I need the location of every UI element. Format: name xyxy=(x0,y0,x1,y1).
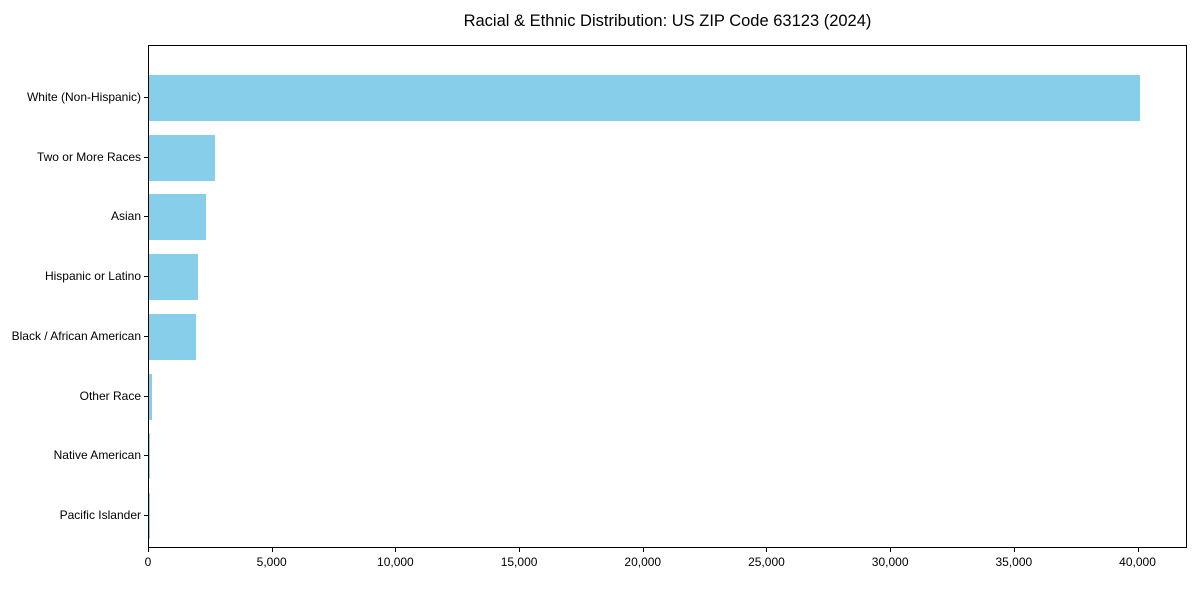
x-tick-mark xyxy=(642,548,644,552)
y-tick-mark xyxy=(144,276,148,278)
x-tick-label: 5,000 xyxy=(256,555,287,569)
y-tick-label: Black / African American xyxy=(11,328,141,343)
x-tick-label: 40,000 xyxy=(1119,555,1156,569)
y-tick-label: Hispanic or Latino xyxy=(44,269,141,284)
bar-white-non-hispanic xyxy=(149,75,1140,121)
bar-hispanic-or-latino xyxy=(149,254,199,301)
x-tick-label: 15,000 xyxy=(500,555,538,569)
x-tick-label: 30,000 xyxy=(871,555,909,569)
chart-title: Racial & Ethnic Distribution: US ZIP Cod… xyxy=(463,12,872,30)
bar-native-american xyxy=(149,433,150,480)
y-tick-mark xyxy=(144,156,148,158)
y-tick-mark xyxy=(144,216,148,218)
x-tick-mark xyxy=(271,548,273,552)
y-tick-mark xyxy=(144,97,148,98)
x-tick-label: 25,000 xyxy=(748,555,785,569)
y-tick-label: Asian xyxy=(110,209,141,224)
plot-area xyxy=(148,45,1187,548)
x-tick-label: 20,000 xyxy=(624,555,662,569)
y-tick-label: Native American xyxy=(53,448,141,463)
x-tick-label: 35,000 xyxy=(995,555,1033,569)
bar-two-or-more-races xyxy=(149,134,215,181)
bar-other-race xyxy=(149,373,153,420)
x-tick-mark xyxy=(766,548,768,552)
y-tick-label: Pacific Islander xyxy=(59,507,141,522)
x-tick-mark xyxy=(395,548,397,552)
bar-black-african-american xyxy=(149,313,196,360)
y-tick-mark xyxy=(144,335,148,337)
x-tick-mark xyxy=(148,548,149,552)
x-tick-mark xyxy=(519,548,521,552)
bar-asian xyxy=(149,194,206,241)
x-tick-mark xyxy=(1013,548,1015,552)
y-tick-mark xyxy=(144,514,148,516)
bar-pacific-islander xyxy=(149,492,150,539)
x-tick-label: 10,000 xyxy=(377,555,414,569)
y-tick-label: Two or More Races xyxy=(36,149,141,164)
x-tick-mark xyxy=(890,548,892,552)
x-tick-mark xyxy=(1137,548,1139,552)
y-tick-mark xyxy=(144,395,148,397)
y-tick-mark xyxy=(144,455,148,457)
y-tick-label: Other Race xyxy=(79,388,141,403)
y-tick-label: White (Non-Hispanic) xyxy=(26,90,141,104)
x-tick-label: 0 xyxy=(144,555,152,569)
